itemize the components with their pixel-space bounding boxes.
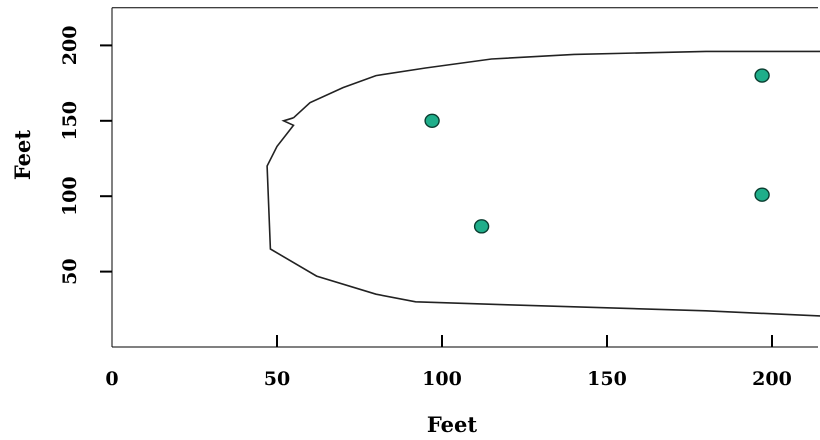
data-point-3 <box>754 68 770 83</box>
data-point-4 <box>754 187 770 202</box>
axes <box>111 7 818 348</box>
data-point-2 <box>473 219 490 234</box>
y-tick-label: 150 <box>59 101 81 141</box>
y-ticks: 50 100 150 200 <box>59 26 112 285</box>
x-tick-label: 50 <box>264 368 290 390</box>
y-tick-label: 200 <box>59 26 81 66</box>
site-boundary-outline <box>266 50 820 317</box>
x-ticks: 050100150200250300350400 <box>105 335 792 390</box>
x-tick-label: 200 <box>752 368 792 390</box>
data-point-1 <box>424 113 440 129</box>
x-tick-label: 0 <box>105 368 118 390</box>
x-tick-label: 100 <box>422 368 462 390</box>
y-tick-label: 50 <box>59 258 81 284</box>
x-tick-label: 150 <box>587 368 627 390</box>
y-axis-title: Feet <box>10 130 35 180</box>
y-tick-label: 100 <box>59 176 81 216</box>
data-points <box>424 68 770 234</box>
x-axis-title: Feet <box>427 412 477 437</box>
